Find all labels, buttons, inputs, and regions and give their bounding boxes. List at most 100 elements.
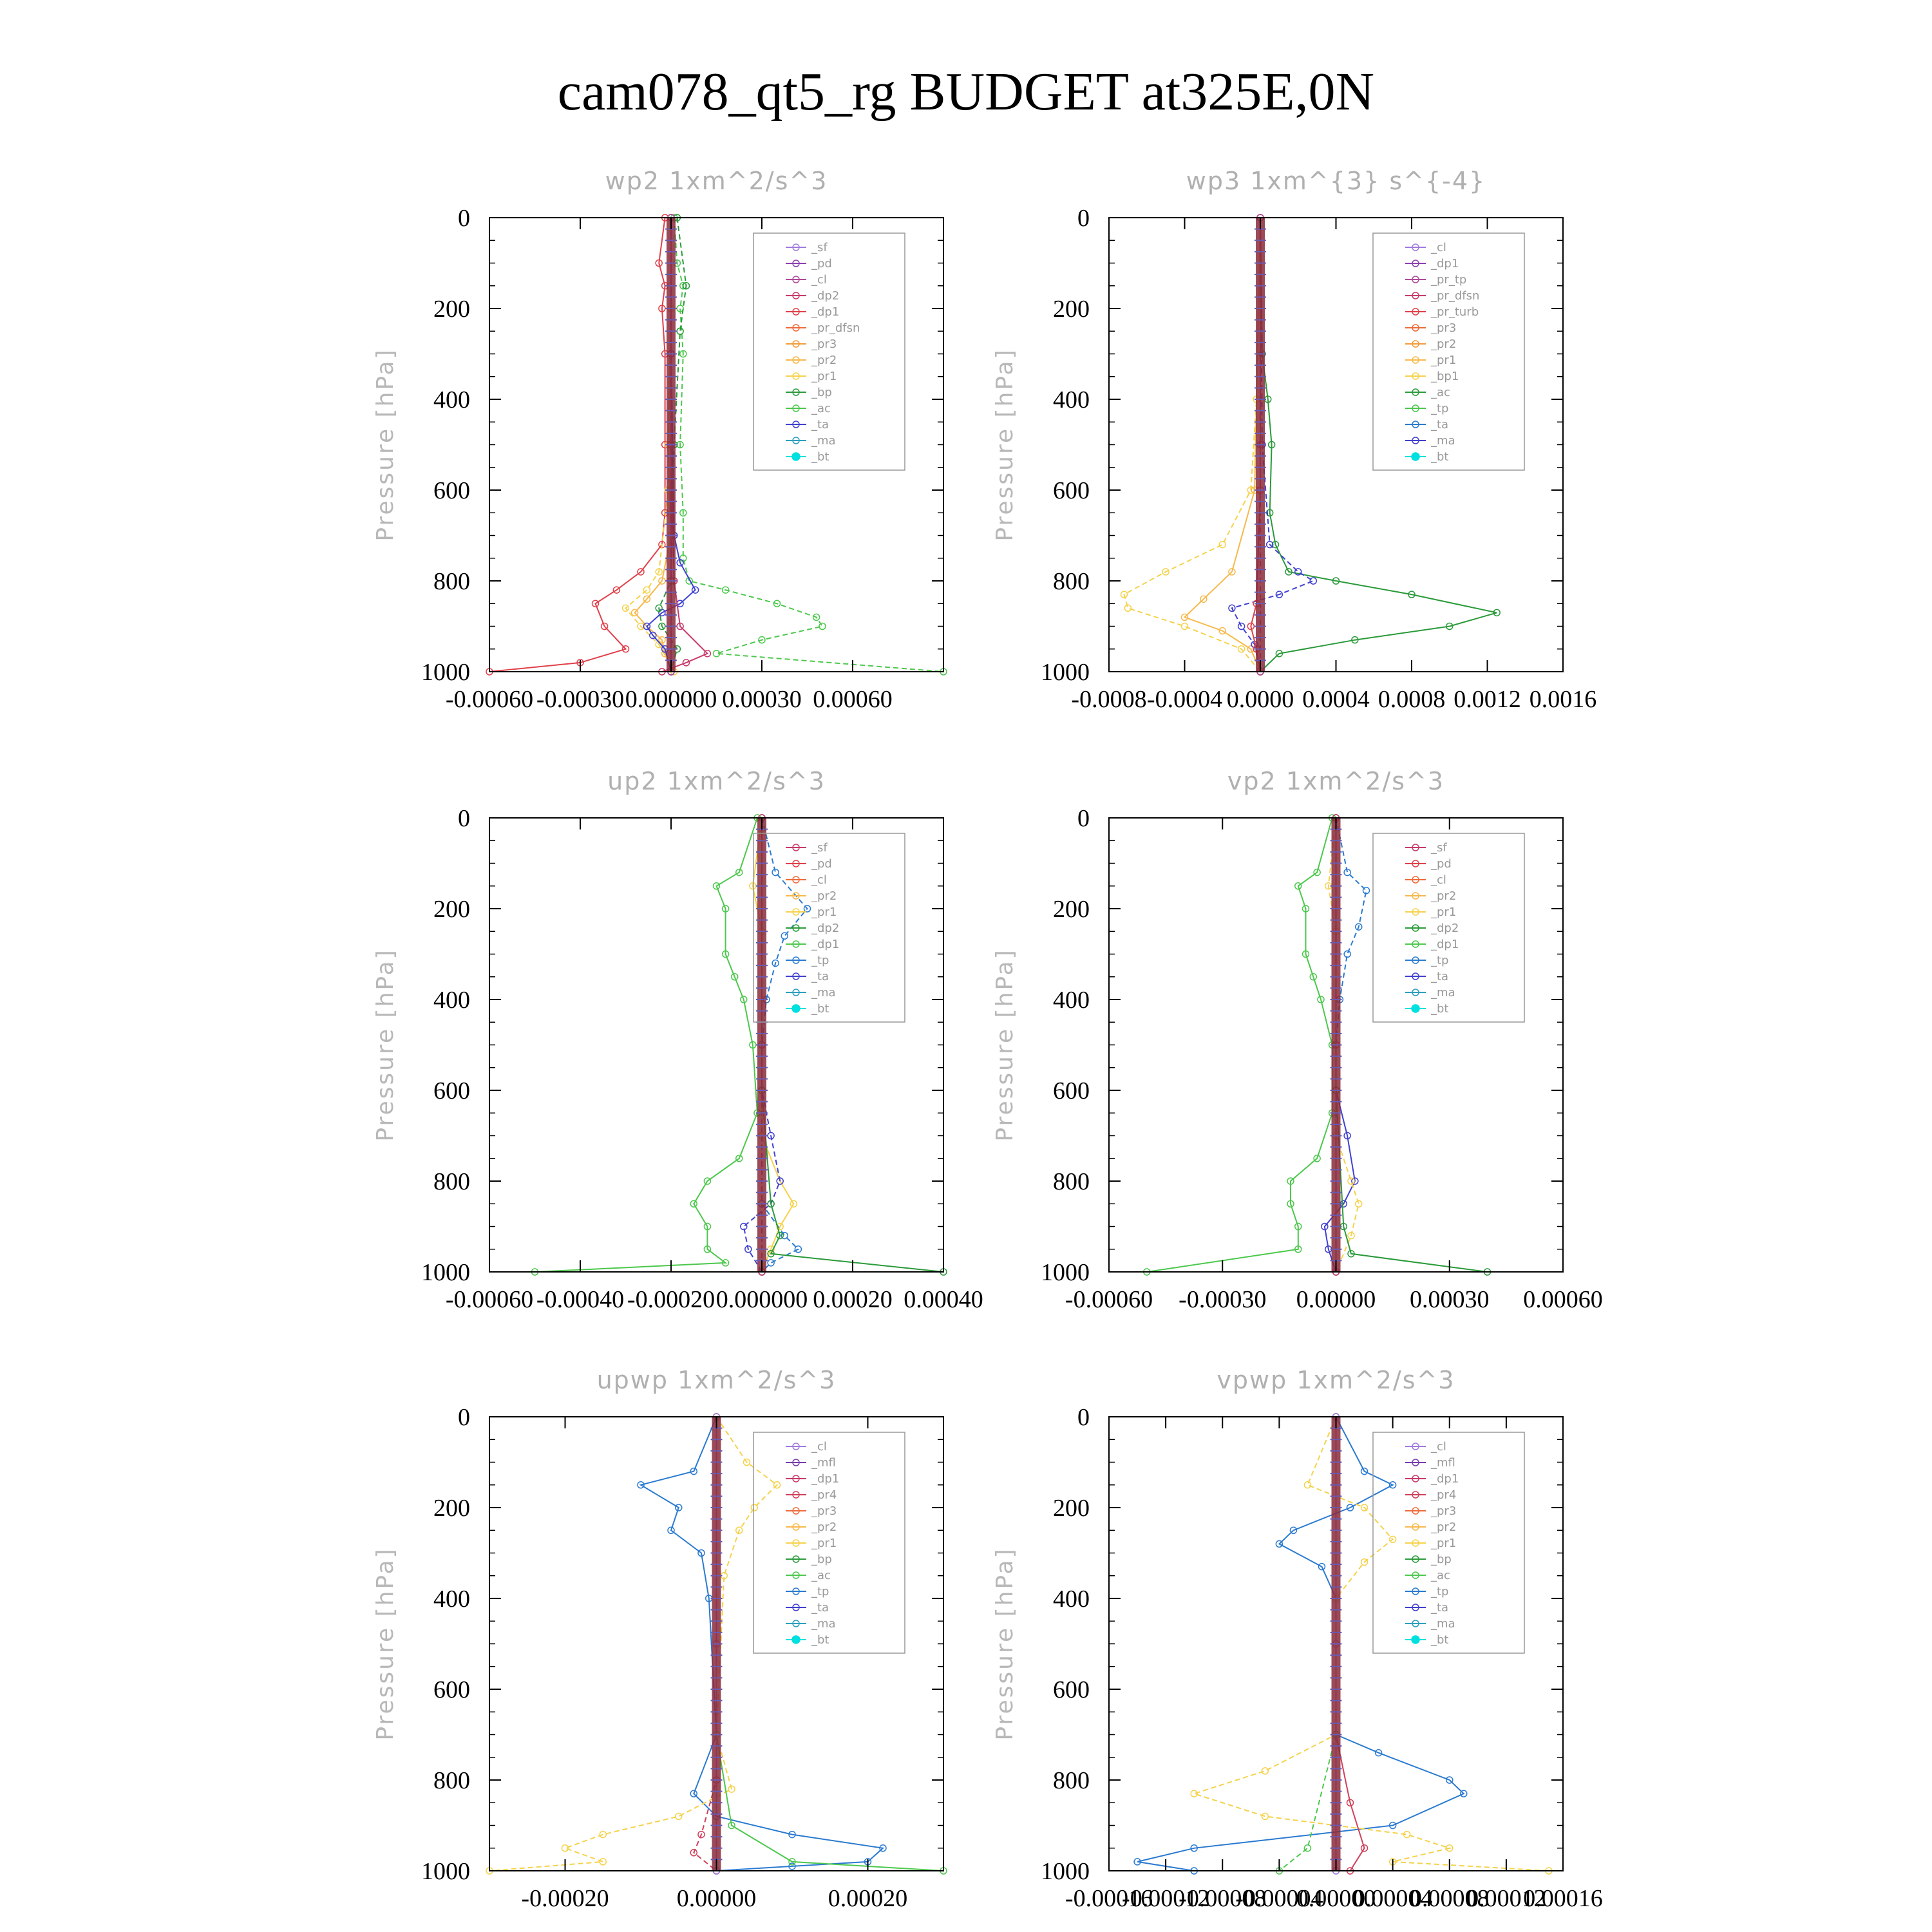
x-tick-label: 0.00012 bbox=[1466, 1885, 1546, 1912]
data-point bbox=[1347, 1231, 1355, 1240]
data-point bbox=[728, 1821, 735, 1830]
legend-entry: _pr3 bbox=[811, 337, 837, 351]
series-line-pr4 bbox=[693, 1417, 717, 1871]
data-point bbox=[1275, 1540, 1283, 1548]
x-tick-label: 0.00004 bbox=[1353, 1885, 1433, 1912]
legend-entry: _ma bbox=[1430, 986, 1455, 999]
y-axis-label: Pressure [hPa] bbox=[372, 948, 399, 1141]
legend-marker bbox=[792, 1443, 800, 1450]
x-tick-label: 0.00020 bbox=[828, 1885, 908, 1912]
panels: wp2 1xm^2/s^3 Pressure [hPa] 0 200 400 600 800… bbox=[372, 167, 1603, 1912]
data-point bbox=[1355, 1200, 1363, 1208]
legend-entry: _ac bbox=[1430, 1569, 1450, 1582]
x-tick-label: 0.0004 bbox=[1302, 686, 1370, 713]
y-tick-label: 1000 bbox=[1041, 1858, 1090, 1885]
legend-entry: _bp bbox=[811, 1553, 832, 1566]
legend-entry: _bp bbox=[1430, 1553, 1452, 1566]
data-point bbox=[1309, 577, 1317, 585]
legend-entry: _ta bbox=[811, 418, 829, 431]
data-point bbox=[690, 1790, 697, 1797]
legend-entry: _sf bbox=[1430, 841, 1447, 855]
legend-marker bbox=[792, 372, 800, 380]
data-point bbox=[1294, 1222, 1302, 1231]
y-axis-label: Pressure [hPa] bbox=[372, 1547, 399, 1740]
legend-entry: _pr1 bbox=[811, 905, 837, 919]
legend-marker bbox=[792, 292, 800, 299]
data-point bbox=[1285, 568, 1293, 576]
data-point bbox=[750, 1504, 758, 1511]
legend-box bbox=[753, 833, 905, 1023]
legend-marker bbox=[1412, 372, 1419, 380]
data-point bbox=[1294, 1245, 1302, 1253]
legend-entry: _tp bbox=[811, 1585, 829, 1598]
legend-entry: _sf bbox=[811, 841, 828, 855]
x-tick-label: 0.00030 bbox=[722, 686, 802, 713]
data-point bbox=[712, 882, 721, 890]
x-tick-label: -0.00030 bbox=[536, 686, 624, 713]
legend-marker bbox=[1412, 1620, 1419, 1627]
data-point bbox=[658, 577, 666, 585]
data-point bbox=[767, 1132, 775, 1140]
data-point bbox=[767, 1250, 775, 1258]
data-point bbox=[1200, 595, 1208, 603]
legend-marker bbox=[1412, 972, 1419, 980]
legend-entry: _ta bbox=[811, 1601, 829, 1615]
x-tick-label: -0.00060 bbox=[446, 686, 533, 713]
series-line-pr1 bbox=[1191, 1416, 1549, 1871]
y-tick-label: 800 bbox=[1053, 1767, 1090, 1794]
legend-entry: _pr1 bbox=[1430, 1537, 1456, 1550]
y-tick-label: 800 bbox=[433, 1168, 470, 1195]
legend-marker bbox=[792, 908, 800, 916]
series-line-ac bbox=[535, 817, 758, 1273]
data-point bbox=[561, 1844, 569, 1852]
data-point bbox=[612, 586, 621, 594]
data-point bbox=[735, 1526, 743, 1534]
data-point bbox=[1317, 996, 1325, 1003]
data-point bbox=[655, 568, 663, 576]
y-tick-label: 600 bbox=[1053, 1676, 1090, 1703]
data-point bbox=[1374, 1748, 1383, 1757]
legend-marker bbox=[1412, 243, 1419, 251]
legend-entry: _dp1 bbox=[1430, 938, 1459, 951]
legend-entry: _dp2 bbox=[1430, 922, 1459, 935]
legend-marker bbox=[1412, 1587, 1419, 1595]
y-tick-label: 600 bbox=[1053, 1077, 1090, 1104]
data-point bbox=[728, 1785, 735, 1793]
data-point bbox=[1275, 591, 1283, 598]
legend-marker bbox=[792, 876, 800, 884]
x-tick-label: 0.00030 bbox=[1410, 1286, 1490, 1313]
data-point bbox=[1218, 540, 1226, 549]
legend-marker bbox=[792, 1507, 800, 1515]
y-axis-label: Pressure [hPa] bbox=[992, 1547, 1018, 1740]
data-point bbox=[599, 1830, 607, 1839]
data-point bbox=[690, 1200, 697, 1208]
legend-marker bbox=[1412, 876, 1419, 884]
data-point bbox=[1287, 1177, 1294, 1185]
y-tick-label: 400 bbox=[433, 1586, 470, 1613]
legend-marker bbox=[1412, 388, 1419, 396]
data-point bbox=[772, 959, 779, 967]
legend-entry: _pr3 bbox=[1430, 1504, 1456, 1518]
legend-entry: _bt bbox=[811, 1633, 829, 1647]
legend-entry: _ta bbox=[811, 970, 829, 983]
legend-marker bbox=[792, 989, 800, 996]
y-tick-label: 1000 bbox=[421, 659, 470, 686]
data-point bbox=[1265, 540, 1274, 549]
legend-entry: _tp bbox=[1430, 954, 1448, 967]
data-point bbox=[1294, 568, 1302, 576]
panel-1: wp3 1xm^{3} s^{-4} Pressure [hPa] 0 200 400 6… bbox=[992, 167, 1596, 713]
panel-2: up2 1xm^2/s^3 Pressure [hPa] 0 200 400 600 800… bbox=[372, 767, 983, 1313]
data-point bbox=[643, 586, 651, 594]
legend-entry: _dp2 bbox=[811, 922, 839, 935]
data-point bbox=[658, 622, 666, 630]
data-point bbox=[703, 1222, 712, 1231]
y-axis-label: Pressure [hPa] bbox=[372, 348, 399, 541]
data-point bbox=[667, 1526, 675, 1534]
legend-entry: _cl bbox=[1430, 873, 1446, 887]
legend-marker bbox=[1412, 1604, 1419, 1611]
x-tick-label: 0.000000 bbox=[716, 1286, 808, 1313]
legend-entry: _ta bbox=[1430, 418, 1448, 431]
legend-entry: _pr2 bbox=[1430, 337, 1456, 351]
legend-entry: _cl bbox=[1430, 1440, 1446, 1454]
legend-marker bbox=[1411, 1635, 1420, 1644]
